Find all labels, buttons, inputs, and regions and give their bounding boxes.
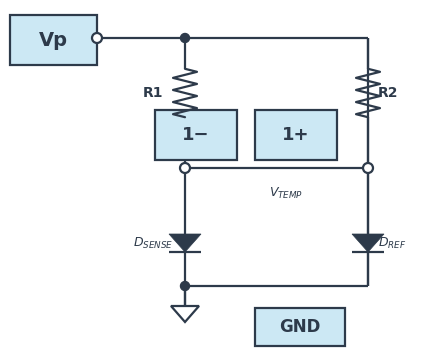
Text: R2: R2	[377, 86, 398, 100]
Circle shape	[180, 33, 189, 42]
Bar	[254, 110, 336, 160]
Bar	[155, 110, 237, 160]
Bar	[10, 15, 97, 65]
Bar	[254, 308, 344, 346]
Text: 1+: 1+	[282, 126, 309, 144]
Polygon shape	[169, 234, 201, 252]
Circle shape	[180, 163, 190, 173]
Circle shape	[362, 163, 372, 173]
Text: $D_{SENSE}$: $D_{SENSE}$	[132, 236, 173, 251]
Text: 1−: 1−	[182, 126, 209, 144]
Text: GND: GND	[279, 318, 320, 336]
Text: $V_{TEMP}$: $V_{TEMP}$	[269, 186, 303, 201]
Polygon shape	[351, 234, 383, 252]
Text: $D_{REF}$: $D_{REF}$	[377, 236, 405, 251]
Polygon shape	[171, 306, 198, 322]
Text: R1: R1	[142, 86, 163, 100]
Circle shape	[92, 33, 102, 43]
Text: Vp: Vp	[39, 31, 68, 50]
Circle shape	[180, 281, 189, 290]
